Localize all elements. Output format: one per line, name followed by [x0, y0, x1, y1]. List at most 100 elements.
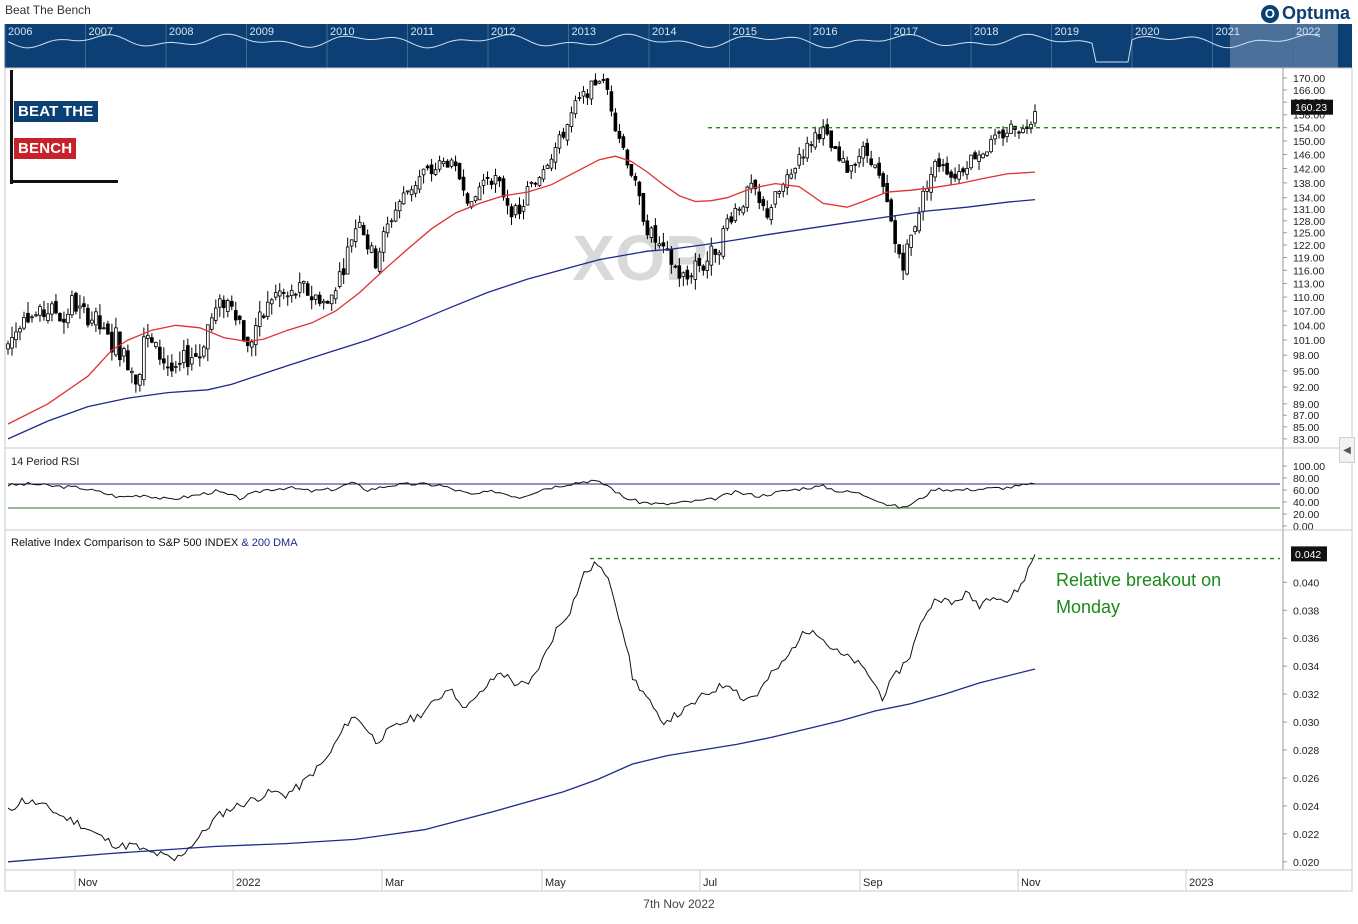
- candle-body: [102, 327, 106, 330]
- price-candle: [881, 171, 885, 194]
- relative-y-tick-label: 0.040: [1293, 577, 1319, 589]
- candle-body: [609, 91, 614, 112]
- price-candle: [925, 180, 929, 201]
- candle-body: [845, 160, 849, 173]
- price-y-tick-label: 110.00: [1293, 292, 1324, 304]
- price-candle: [142, 327, 146, 386]
- price-candle: [513, 203, 518, 219]
- candle-body: [809, 144, 814, 146]
- candle-body: [413, 185, 418, 194]
- candle-body: [349, 239, 354, 247]
- price-candle: [289, 284, 294, 303]
- price-candle: [705, 251, 710, 279]
- price-candle: [485, 171, 490, 185]
- candle-body: [42, 309, 46, 317]
- price-candle: [989, 135, 993, 154]
- candle-body: [489, 180, 494, 185]
- price-candle: [613, 108, 618, 132]
- candle-body: [729, 216, 734, 223]
- relative-y-tick-label: 0.026: [1293, 773, 1319, 785]
- price-candle: [245, 336, 250, 353]
- candle-body: [689, 275, 694, 278]
- candle-body: [281, 292, 286, 294]
- candle-body: [293, 293, 298, 296]
- candle-body: [229, 300, 234, 307]
- price-candle: [877, 157, 881, 179]
- price-candle: [174, 360, 178, 374]
- candle-body: [969, 154, 973, 169]
- price-candle: [213, 299, 218, 325]
- candle-body: [569, 112, 574, 128]
- candle-body: [357, 222, 362, 228]
- candle-body: [301, 281, 306, 284]
- ma50-line: [7, 155, 1036, 425]
- price-candle: [361, 222, 366, 236]
- candle-body: [753, 179, 758, 190]
- candle-body: [1029, 123, 1033, 130]
- price-candle: [693, 252, 698, 290]
- price-candle: [130, 367, 134, 384]
- price-candle: [241, 320, 246, 343]
- overview-year-label: 2010: [330, 26, 354, 38]
- relative-y-tick-label: 0.032: [1293, 689, 1319, 701]
- relative-y-tick-label: 0.024: [1293, 801, 1319, 813]
- candle-body: [661, 242, 666, 247]
- candle-body: [865, 142, 869, 156]
- price-candle: [977, 150, 981, 171]
- price-candle: [689, 272, 694, 284]
- candle-body: [297, 282, 302, 293]
- price-candle: [849, 165, 853, 180]
- price-candle: [973, 150, 977, 160]
- candle-body: [913, 226, 917, 233]
- candle-body: [765, 208, 770, 218]
- price-candle: [537, 175, 542, 188]
- price-candle: [961, 166, 965, 177]
- candle-body: [333, 290, 338, 300]
- candle-body: [158, 346, 162, 360]
- relative-title-main: Relative Index Comparison to S&P 500 IND…: [11, 537, 241, 549]
- rsi-y-tick-label: 100.00: [1293, 461, 1325, 473]
- price-candle: [1001, 126, 1005, 146]
- candle-body: [717, 252, 722, 256]
- candle-body: [997, 131, 1001, 134]
- overview-year-label: 2017: [894, 26, 918, 38]
- candle-body: [337, 271, 342, 287]
- candle-body: [537, 177, 542, 187]
- candle-body: [993, 134, 997, 140]
- price-candle: [593, 73, 598, 86]
- candle-body: [433, 169, 438, 175]
- price-candle: [237, 314, 242, 325]
- price-candle: [605, 77, 610, 96]
- overview-year-label: 2016: [813, 26, 837, 38]
- candle-body: [1025, 126, 1029, 129]
- price-candle: [54, 293, 58, 315]
- price-candle: [405, 190, 410, 195]
- panel-scroll-left-icon[interactable]: ◀: [1339, 437, 1355, 463]
- candle-body: [921, 190, 925, 212]
- price-candle: [797, 147, 802, 169]
- candle-body: [681, 272, 686, 277]
- overview-year-label: 2012: [491, 26, 515, 38]
- price-candle: [341, 258, 346, 285]
- price-candle: [1005, 128, 1009, 143]
- price-candle: [517, 197, 522, 220]
- price-candle: [521, 199, 526, 220]
- price-candle: [809, 140, 814, 153]
- candle-body: [241, 320, 246, 341]
- candle-body: [397, 201, 402, 212]
- candle-body: [633, 175, 638, 181]
- price-candle: [106, 320, 110, 335]
- price-candle: [969, 154, 973, 171]
- candle-body: [929, 174, 933, 193]
- candle-body: [901, 252, 905, 271]
- x-tick-label: May: [545, 877, 566, 889]
- candle-body: [713, 248, 718, 255]
- overview-year-label: 2006: [8, 26, 32, 38]
- price-candle: [58, 312, 62, 322]
- overview-bar[interactable]: 2006 2007 2008 2009 2010 2011 2012 2013 2014 2015…: [4, 24, 1352, 68]
- price-y-tick-label: 107.00: [1293, 306, 1325, 318]
- candle-body: [213, 307, 218, 321]
- logo-bracket-horizontal: [10, 180, 118, 183]
- price-candle: [609, 85, 614, 117]
